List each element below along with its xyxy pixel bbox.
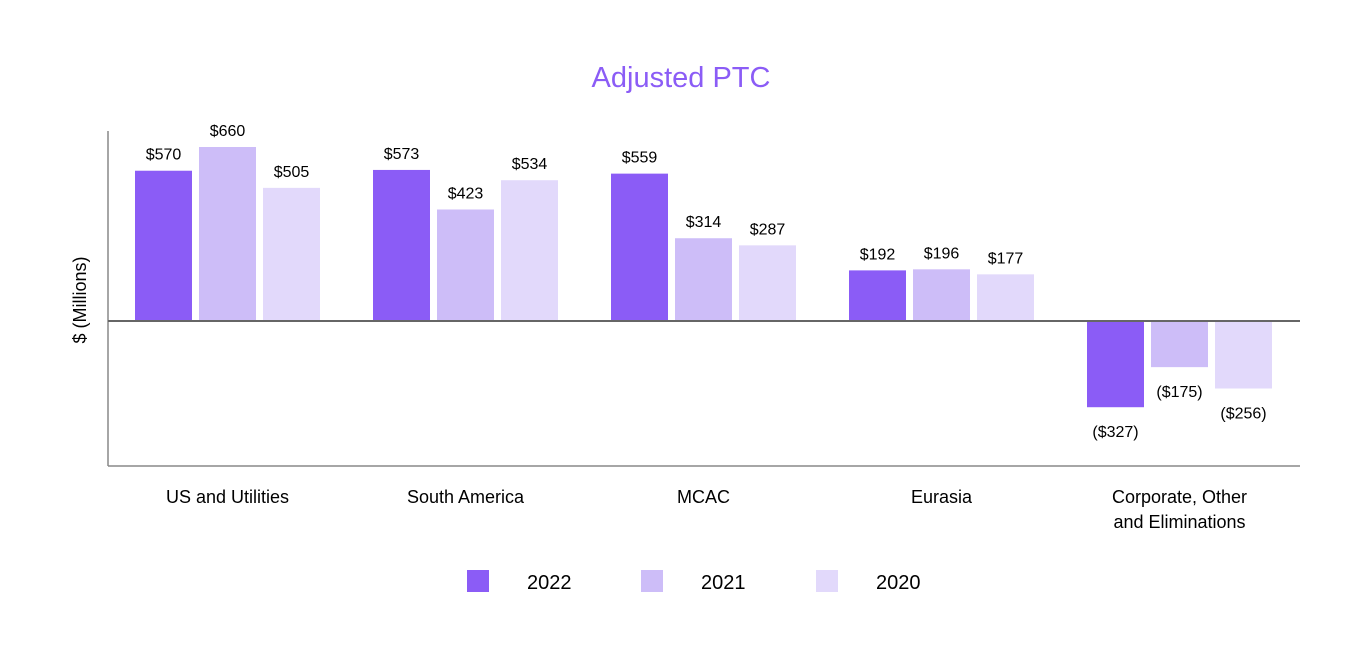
bar-us-and-utilities-2022 [135, 170, 192, 321]
value-label-us-and-utilities-2021: $660 [210, 123, 246, 140]
chart-title: Adjusted PTC [592, 62, 771, 94]
legend-label-2022: 2022 [527, 572, 572, 594]
category-label-south-america: South America [407, 487, 525, 507]
value-label-mcac-2020: $287 [750, 221, 786, 238]
value-label-south-america-2021: $423 [448, 185, 484, 202]
bar-us-and-utilities-2021 [199, 147, 256, 321]
value-label-eurasia-2021: $196 [924, 245, 960, 262]
legend-swatch-2021 [641, 570, 663, 592]
value-labels: $570 $660 $505 $573 $423 $534 $559 $314 $287 $192… [146, 123, 1267, 441]
bar-us-and-utilities-2020 [263, 187, 320, 321]
bar-south-america-2022 [373, 169, 430, 321]
bar-corporate-other-and-eliminations-2021 [1151, 321, 1208, 368]
bar-eurasia-2020 [977, 274, 1034, 321]
bar-mcac-2022 [611, 173, 668, 321]
value-label-eurasia-2022: $192 [860, 246, 896, 263]
legend-swatch-2020 [816, 570, 838, 592]
value-label-south-america-2022: $573 [384, 146, 420, 163]
category-label-eurasia: Eurasia [911, 487, 973, 507]
value-label-corporate-other-and-eliminations-2022: ($327) [1092, 424, 1138, 441]
legend-label-2020: 2020 [876, 572, 921, 594]
category-label-mcac: MCAC [677, 487, 730, 507]
bar-eurasia-2021 [913, 269, 970, 321]
category-labels: US and Utilities South America MCAC Eurasia… [166, 487, 1247, 532]
bar-eurasia-2022 [849, 270, 906, 321]
value-label-mcac-2021: $314 [686, 214, 722, 231]
category-label-us-and-utilities: US and Utilities [166, 487, 289, 507]
bar-south-america-2021 [437, 209, 494, 321]
value-label-south-america-2020: $534 [512, 156, 548, 173]
bar-south-america-2020 [501, 180, 558, 321]
axes [107, 131, 1300, 467]
bar-corporate-other-and-eliminations-2020 [1215, 321, 1272, 389]
bars [135, 147, 1272, 408]
y-axis-label: $ (Millions) [70, 256, 90, 343]
legend: 2022 2021 2020 [467, 570, 921, 594]
value-label-corporate-other-and-eliminations-2021: ($175) [1156, 384, 1202, 401]
value-label-us-and-utilities-2022: $570 [146, 147, 182, 164]
value-label-eurasia-2020: $177 [988, 250, 1024, 267]
bar-mcac-2020 [739, 245, 796, 321]
bar-mcac-2021 [675, 238, 732, 321]
value-label-us-and-utilities-2020: $505 [274, 164, 310, 181]
value-label-corporate-other-and-eliminations-2020: ($256) [1220, 405, 1266, 422]
legend-swatch-2022 [467, 570, 489, 592]
category-label-corporate-other-and-eliminations: Corporate, Other and Eliminations [1112, 487, 1247, 532]
value-label-mcac-2022: $559 [622, 150, 658, 167]
bar-corporate-other-and-eliminations-2022 [1087, 321, 1144, 408]
legend-label-2021: 2021 [701, 572, 746, 594]
